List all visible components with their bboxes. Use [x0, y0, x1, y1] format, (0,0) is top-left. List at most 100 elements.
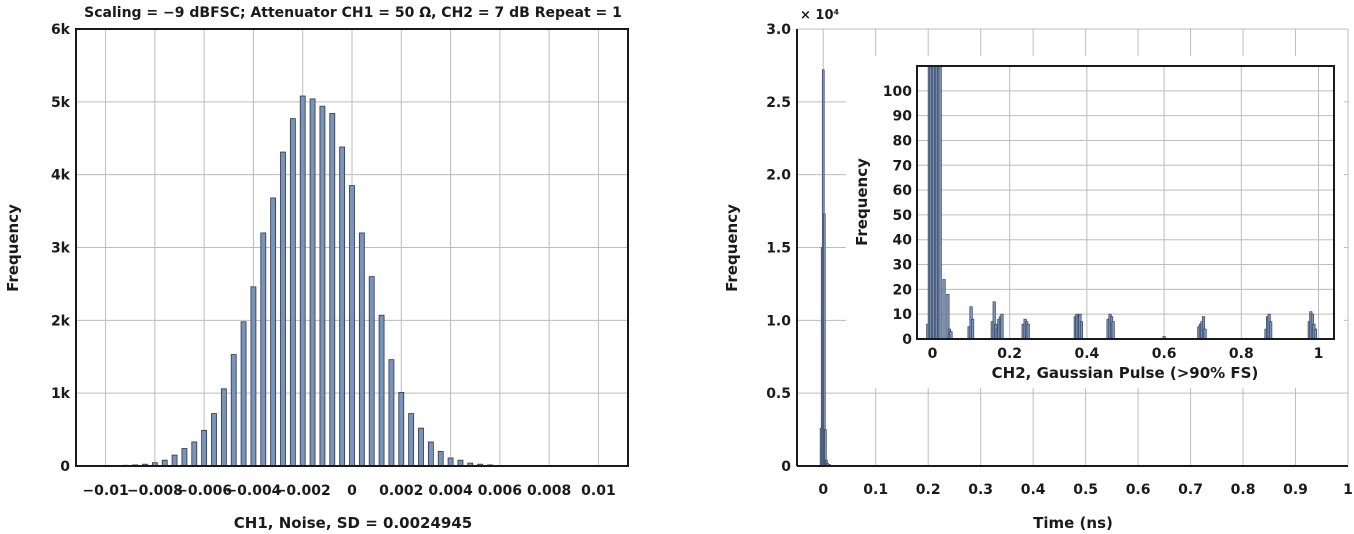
histogram-bar [349, 185, 355, 467]
histogram-bar [398, 392, 405, 467]
inset-plot-frame [916, 65, 1335, 340]
histogram-bar [418, 427, 424, 467]
noise-x-axis-label: CH1, Noise, SD = 0.0024945 [234, 514, 472, 532]
histogram-bar [250, 286, 257, 467]
x-tick-label: 1 [1343, 482, 1353, 498]
x-tick-label: −0.008 [127, 483, 183, 499]
time-bars [819, 69, 833, 467]
noise-plot-frame [75, 28, 629, 467]
histogram-bar [1079, 321, 1084, 340]
x-tick-label: 0 [818, 482, 828, 498]
inset-x-tick-labels: 0 0.2 0.4 0.6 0.8 1 [928, 346, 1324, 362]
time-y-tick-labels: 0 0.5 1.0 1.5 2.0 2.5 3.0 [766, 22, 791, 475]
y-tick-label: 3k [51, 241, 71, 257]
inset-x-axis-label: CH2, Gaussian Pulse (>90% FS) [992, 364, 1259, 382]
noise-histogram-chart: Scaling = −9 dBFSC; Attenuator CH1 = 50 … [4, 5, 629, 532]
noise-y-axis-label: Frequency [4, 204, 22, 292]
histogram-bar [280, 151, 286, 467]
histogram-bar [299, 95, 306, 467]
x-tick-label: 0.6 [1152, 346, 1177, 362]
y-tick-label: 6k [51, 22, 71, 38]
y-tick-label: 90 [893, 109, 913, 125]
time-x-tick-labels: 0 0.1 0.2 0.3 0.4 0.5 0.6 0.7 0.8 0.9 1 [818, 482, 1353, 498]
y-tick-label: 40 [893, 233, 913, 249]
x-tick-label: 0.002 [379, 483, 423, 499]
y-tick-label: 10 [893, 307, 913, 323]
x-tick-label: 0.01 [581, 483, 616, 499]
inset-y-axis-label: Frequency [853, 158, 871, 246]
histogram-bar [1000, 313, 1004, 340]
x-tick-label: 0.6 [1126, 482, 1151, 498]
time-histogram-chart: 0 0.1 0.2 0.3 0.4 0.5 0.6 0.7 0.8 0.9 1 0 0.5 1.0 1.5… [723, 8, 1353, 532]
y-tick-label: 80 [893, 133, 913, 149]
y-tick-label: 5k [51, 95, 71, 111]
x-tick-label: 0 [928, 346, 938, 362]
histogram-bar [211, 413, 217, 467]
y-tick-label: 70 [893, 158, 913, 174]
y-tick-label: 1.5 [766, 241, 791, 257]
y-tick-label: 2.5 [766, 95, 791, 111]
histogram-bar [1269, 321, 1273, 340]
y-tick-label: 4k [51, 168, 71, 184]
x-tick-label: 0.006 [478, 483, 522, 499]
histogram-bar [437, 451, 444, 467]
y-tick-label: 50 [893, 208, 913, 224]
time-x-axis-label: Time (ns) [1033, 514, 1113, 532]
y-tick-label: 20 [893, 282, 913, 298]
x-tick-label: −0.006 [176, 483, 232, 499]
x-tick-label: 0.008 [527, 483, 571, 499]
x-tick-label: 0.5 [1073, 482, 1098, 498]
x-tick-label: 0.3 [968, 482, 993, 498]
histogram-bar [260, 232, 267, 467]
histogram-bar [358, 232, 365, 467]
histogram-bar [368, 276, 375, 467]
histogram-bar [191, 441, 198, 467]
histogram-bar [230, 354, 237, 467]
histogram-bar [388, 359, 395, 467]
x-tick-label: 0.2 [916, 482, 941, 498]
x-tick-label: 0.4 [1074, 346, 1099, 362]
histogram-bar [378, 314, 385, 467]
histogram-bar [329, 113, 336, 467]
histogram-bar [427, 441, 434, 467]
histogram-bar [270, 197, 277, 467]
x-tick-label: 1 [1314, 346, 1324, 362]
histogram-bar [938, 65, 942, 340]
histogram-bar [447, 457, 454, 467]
time-y-axis-label: Frequency [723, 204, 741, 292]
y-tick-label: 30 [893, 258, 913, 274]
y-tick-label: 0 [781, 459, 791, 475]
x-tick-label: 0.2 [997, 346, 1022, 362]
histogram-bar [949, 331, 953, 340]
x-tick-label: 0.9 [1283, 482, 1308, 498]
histogram-bar [319, 105, 326, 467]
y-tick-label: 1k [51, 386, 71, 402]
y-tick-label: 0.5 [766, 386, 791, 402]
x-tick-label: 0.8 [1229, 346, 1254, 362]
histogram-bar [1313, 328, 1318, 340]
chart-title: Scaling = −9 dBFSC; Attenuator CH1 = 50 … [84, 5, 622, 21]
x-tick-label: 0.8 [1231, 482, 1256, 498]
y-tick-label: 0 [902, 332, 912, 348]
histogram-bar [822, 213, 826, 467]
inset-y-tick-labels: 0 10 20 30 40 50 60 70 80 90 100 [883, 84, 912, 348]
x-tick-label: 0.4 [1021, 482, 1046, 498]
y-tick-label: 2k [51, 313, 71, 329]
y-tick-label: 2.0 [766, 168, 791, 184]
histogram-bar [289, 118, 296, 467]
histogram-bar [942, 279, 946, 340]
histogram-bar [181, 448, 188, 467]
x-tick-label: 0.004 [428, 483, 473, 499]
y-tick-label: 60 [893, 183, 913, 199]
x-tick-label: −0.01 [82, 483, 128, 499]
x-tick-label: 0.7 [1178, 482, 1203, 498]
x-tick-label: −0.004 [225, 483, 281, 499]
y-tick-label: 0 [60, 459, 70, 475]
x-tick-label: 0.1 [863, 482, 888, 498]
x-tick-label: −0.002 [275, 483, 331, 499]
histogram-bar [408, 413, 415, 467]
histogram-bar [309, 98, 316, 467]
histogram-bar [1111, 321, 1115, 340]
y-tick-label: 100 [883, 84, 912, 100]
